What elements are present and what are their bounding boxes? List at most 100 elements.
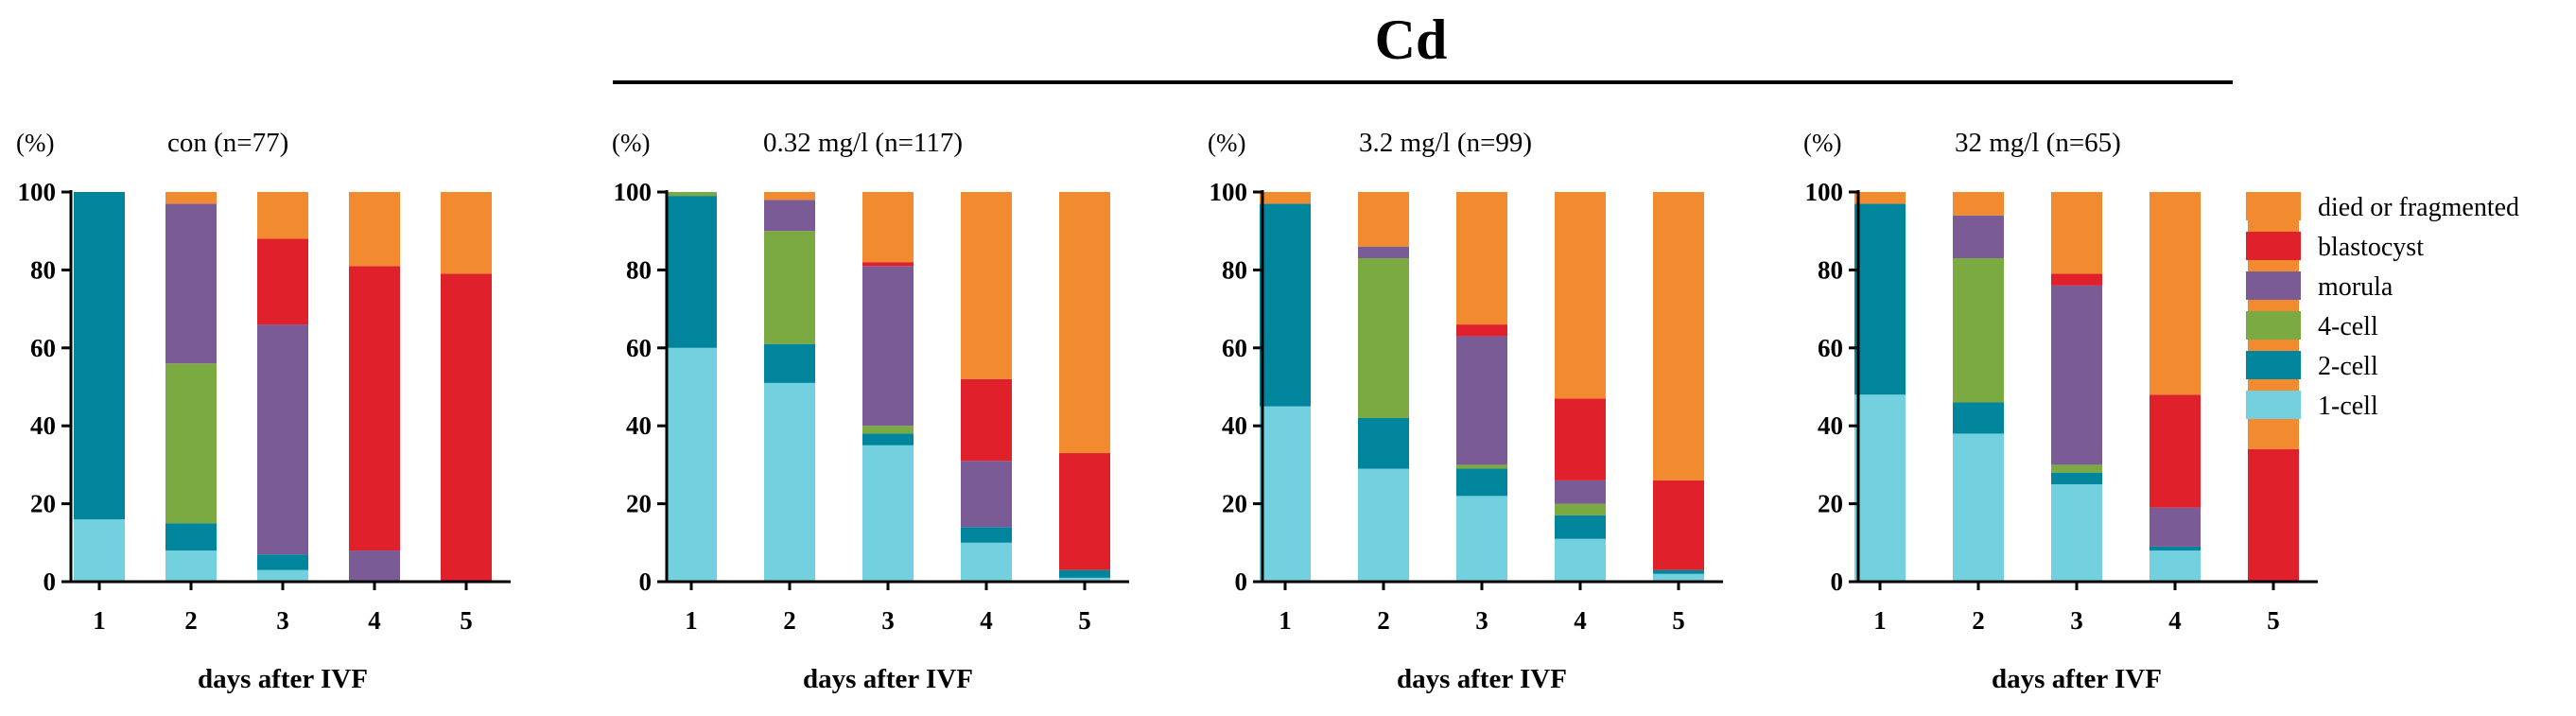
bar-segment-died-or-fragmented xyxy=(1854,192,1906,204)
bar-segment-1-cell xyxy=(165,550,217,582)
x-tick-label: 4 xyxy=(368,606,381,635)
bar-segment-1-cell xyxy=(961,542,1012,582)
x-axis-title: days after IVF xyxy=(198,664,368,694)
x-axis-title: days after IVF xyxy=(1992,664,2162,694)
bar-segment-died-or-fragmented xyxy=(764,192,815,201)
x-tick-label: 2 xyxy=(184,606,198,635)
legend-swatch xyxy=(2246,311,2301,340)
bar-segment-1-cell xyxy=(1854,394,1906,582)
bar-segment-1-cell xyxy=(2051,484,2102,582)
x-tick-label: 2 xyxy=(1377,606,1390,635)
x-tick-label: 1 xyxy=(1873,606,1887,635)
x-tick-label: 3 xyxy=(2070,606,2083,635)
bar-segment-morula xyxy=(165,203,217,364)
bar-segment-died-or-fragmented xyxy=(1456,192,1507,325)
y-tick-label: 40 xyxy=(30,411,56,440)
legend-label: 4-cell xyxy=(2318,312,2378,341)
bar-segment-1-cell xyxy=(1653,573,1704,582)
bar-segment-blastocyst xyxy=(2051,273,2102,286)
bar-segment-1-cell xyxy=(1260,406,1311,582)
bar-segment-1-cell xyxy=(257,569,308,582)
bar-segment-4-cell xyxy=(1358,258,1409,418)
bar-segment-4-cell xyxy=(862,426,914,434)
bar-segment-4-cell xyxy=(666,192,717,197)
x-tick-label: 3 xyxy=(881,606,895,635)
legend-swatch xyxy=(2246,391,2301,419)
y-axis-unit-label: (%) xyxy=(16,129,54,157)
chart-panel: (%) 0.32 mg/l (n=117) 1 2 3 4 5 0 20 40 60 80 100 day… xyxy=(612,128,1129,694)
bar-segment-2-cell xyxy=(1358,417,1409,469)
bar-segment-morula xyxy=(2150,507,2201,547)
bar-segment-1-cell xyxy=(74,519,125,582)
x-tick-label: 5 xyxy=(1672,606,1685,635)
bar-segment-morula xyxy=(862,266,914,427)
bar-segment-blastocyst xyxy=(257,238,308,325)
panel-title: con (n=77) xyxy=(167,128,288,158)
bar-segment-2-cell xyxy=(74,192,125,520)
legend-item: morula xyxy=(2246,271,2393,302)
y-tick-label: 40 xyxy=(1222,411,1247,440)
y-tick-label: 60 xyxy=(1222,334,1247,362)
x-tick-label: 2 xyxy=(1972,606,1985,635)
bar-segment-blastocyst xyxy=(961,378,1012,462)
bar-segment-2-cell xyxy=(961,527,1012,543)
bar-segment-morula xyxy=(1358,246,1409,259)
bar-segment-2-cell xyxy=(1653,569,1704,574)
chart-panel: (%) 3.2 mg/l (n=99) 1 2 3 4 5 0 20 40 60 80 100 days … xyxy=(1208,128,1723,694)
bar-segment-died-or-fragmented xyxy=(1953,192,2004,216)
bar-segment-died-or-fragmented xyxy=(862,192,914,263)
bar-segment-2-cell xyxy=(257,554,308,570)
bar-segment-blastocyst xyxy=(349,266,400,551)
bar-segment-died-or-fragmented xyxy=(165,192,217,204)
legend-label: died or fragmented xyxy=(2318,193,2519,222)
y-tick-label: 20 xyxy=(626,490,652,518)
bar-segment-2-cell xyxy=(1854,203,1906,395)
bar-segment-blastocyst xyxy=(441,273,492,582)
bar-segment-blastocyst xyxy=(1059,453,1110,570)
legend-item: 2-cell xyxy=(2246,351,2378,381)
bar-segment-died-or-fragmented xyxy=(349,192,400,267)
bar-segment-died-or-fragmented xyxy=(441,192,492,274)
y-axis-unit-label: (%) xyxy=(1803,129,1841,157)
x-tick-label: 1 xyxy=(93,606,106,635)
bar-segment-1-cell xyxy=(1953,433,2004,582)
y-tick-label: 40 xyxy=(1818,411,1843,440)
x-tick-label: 5 xyxy=(1078,606,1091,635)
x-tick-label: 4 xyxy=(980,606,993,635)
bar-segment-blastocyst xyxy=(2150,394,2201,508)
x-tick-label: 4 xyxy=(1574,606,1587,635)
bar-segment-died-or-fragmented xyxy=(1555,192,1606,399)
bar-segment-2-cell xyxy=(1456,468,1507,497)
bar-segment-1-cell xyxy=(1358,468,1409,582)
y-tick-label: 0 xyxy=(639,568,653,596)
y-tick-label: 80 xyxy=(1222,255,1247,284)
legend-label: blastocyst xyxy=(2318,233,2424,262)
y-tick-label: 100 xyxy=(18,178,57,206)
x-tick-label: 3 xyxy=(1475,606,1488,635)
bar-segment-blastocyst xyxy=(1653,480,1704,570)
y-tick-label: 20 xyxy=(1818,490,1843,518)
chart-panel: (%) 32 mg/l (n=65) 1 2 3 4 5 0 20 40 60 80 100 days a… xyxy=(1803,128,2318,694)
legend-swatch xyxy=(2246,232,2301,260)
bar-segment-1-cell xyxy=(862,445,914,582)
y-axis-unit-label: (%) xyxy=(612,129,650,157)
y-tick-label: 60 xyxy=(30,334,56,362)
bar-segment-morula xyxy=(257,324,308,555)
chart-panel: (%) con (n=77) 1 2 3 4 5 0 20 40 60 80 100 days after… xyxy=(16,128,511,694)
legend-swatch xyxy=(2246,271,2301,300)
bar-segment-4-cell xyxy=(165,363,217,524)
bar-segment-1-cell xyxy=(1456,496,1507,582)
bar-segment-died-or-fragmented xyxy=(2150,192,2201,395)
bar-segment-died-or-fragmented xyxy=(1059,192,1110,454)
legend-label: 2-cell xyxy=(2318,352,2378,381)
bar-segment-2-cell xyxy=(666,196,717,348)
charts-group: (%) con (n=77) 1 2 3 4 5 0 20 40 60 80 100 days after… xyxy=(16,128,2318,694)
y-tick-label: 80 xyxy=(1818,255,1843,284)
bar-segment-morula xyxy=(1456,336,1507,465)
bar-segment-4-cell xyxy=(1555,503,1606,515)
y-tick-label: 60 xyxy=(1818,334,1843,362)
bar-segment-morula xyxy=(1953,215,2004,259)
y-axis-unit-label: (%) xyxy=(1208,129,1245,157)
bar-segment-died-or-fragmented xyxy=(1260,192,1311,204)
bar-segment-morula xyxy=(764,200,815,232)
